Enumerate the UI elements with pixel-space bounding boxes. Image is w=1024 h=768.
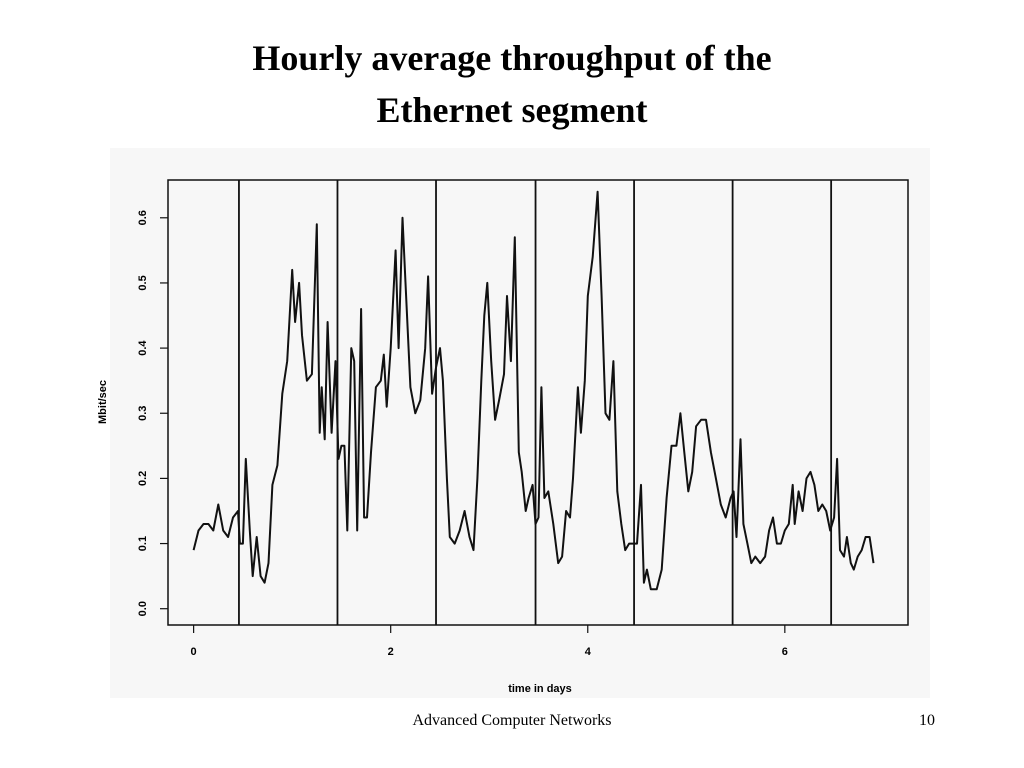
x-tick-label: 2 (388, 646, 394, 658)
footer: Advanced Computer Networks (412, 712, 611, 729)
scan-background (110, 148, 930, 698)
y-tick-label: 0.3 (137, 406, 149, 421)
y-tick-label: 0.2 (137, 471, 149, 486)
x-axis-label: time in days (508, 683, 572, 695)
x-tick-label: 4 (585, 646, 592, 658)
x-tick-label: 6 (782, 646, 788, 658)
y-tick-label: 0.5 (137, 275, 149, 290)
slide-title-line: Hourly average throughput of the (252, 38, 771, 78)
plot-frame (167, 179, 909, 626)
y-tick-label: 0.6 (137, 210, 149, 225)
page-number: 10 (919, 712, 935, 729)
y-tick-label: 0.1 (137, 536, 149, 551)
slide-title-line: Ethernet segment (377, 90, 648, 130)
x-tick-label: 0 (191, 646, 197, 658)
throughput-line (192, 190, 875, 591)
y-axis-label: Mbit/sec (97, 380, 109, 424)
y-tick-label: 0.4 (137, 340, 149, 356)
y-tick-label: 0.0 (137, 601, 149, 616)
